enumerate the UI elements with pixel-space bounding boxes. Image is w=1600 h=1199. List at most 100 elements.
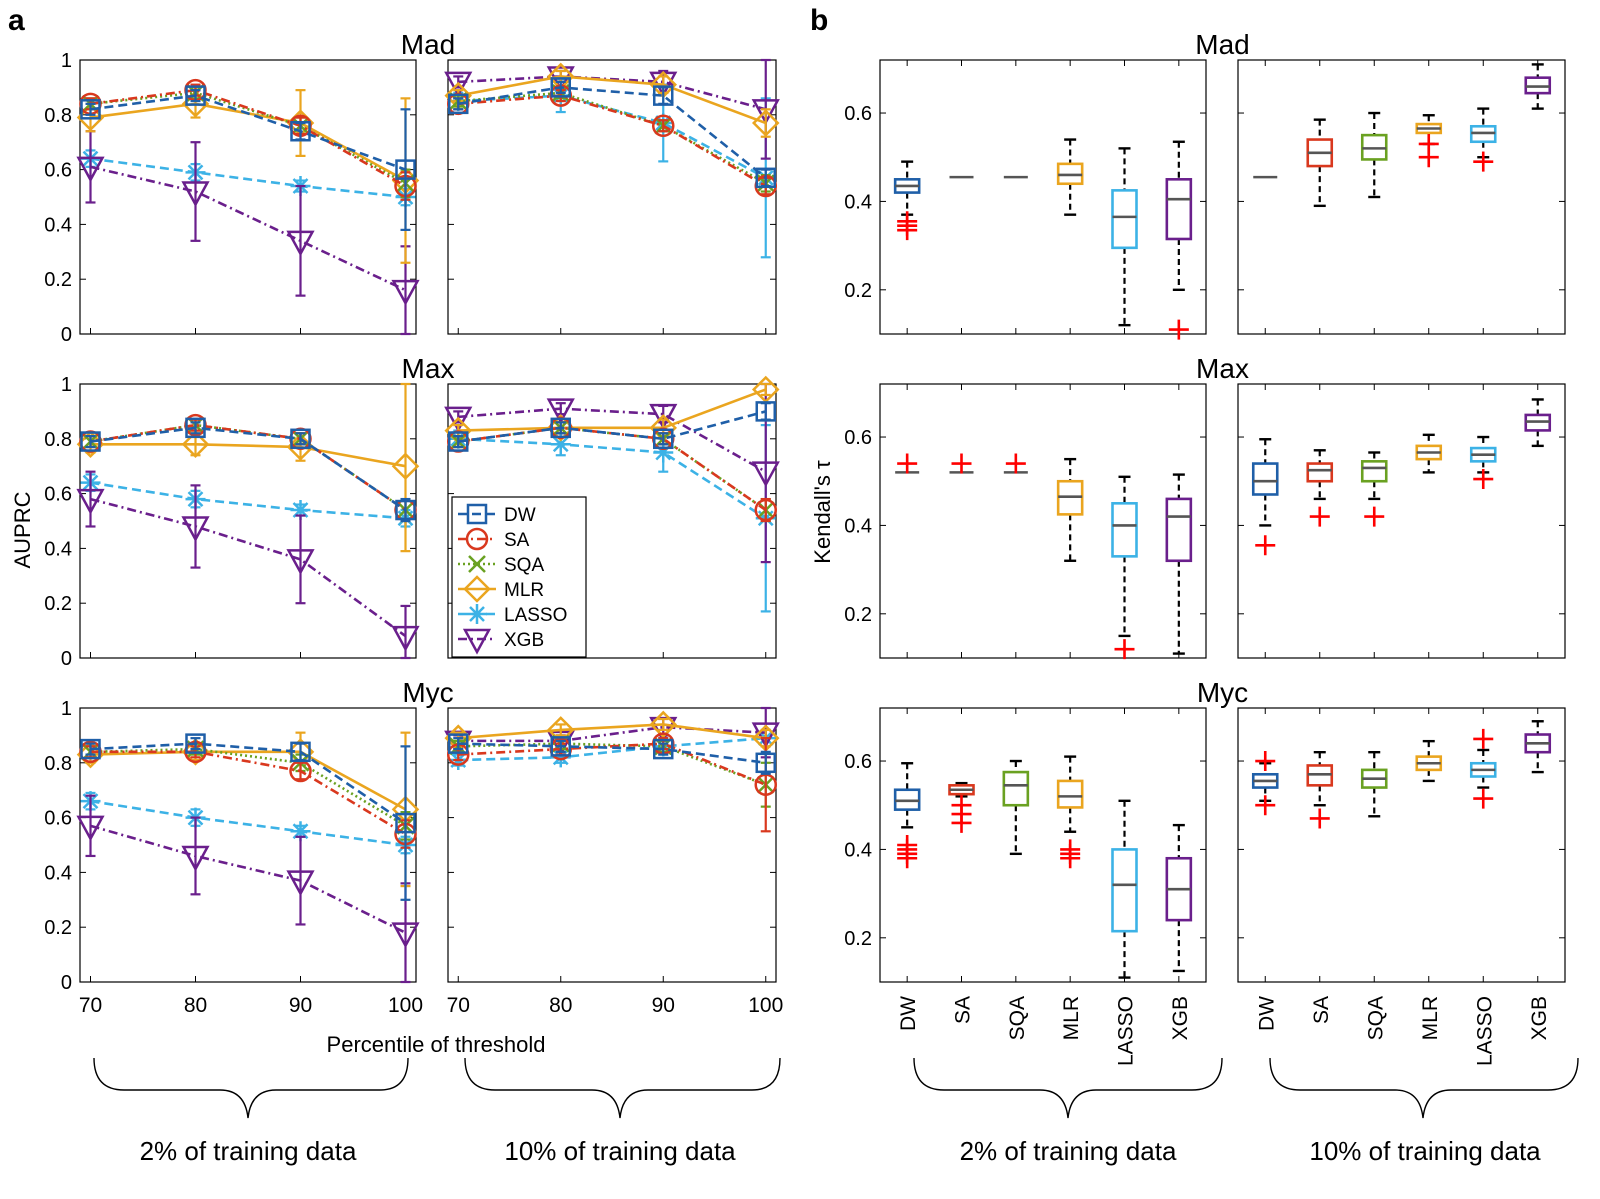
box-sqa	[1360, 111, 1388, 199]
x-tick-label: XGB	[1528, 996, 1551, 1040]
series-line	[90, 94, 406, 171]
axes-frame	[79, 707, 417, 983]
lasso-marker	[550, 747, 571, 768]
lasso-marker	[290, 500, 311, 521]
series-line	[90, 88, 407, 188]
xgb-marker	[751, 99, 780, 125]
y-tick-label: 0.2	[844, 928, 872, 950]
y-tick-label: 0.6	[844, 427, 872, 449]
box-dw	[893, 762, 921, 869]
outlier-marker	[1168, 319, 1189, 340]
series-xgb	[76, 470, 420, 660]
y-tick-label: 0	[61, 324, 72, 346]
xgb-marker	[181, 845, 210, 872]
series-line	[90, 824, 407, 934]
xgb-marker	[286, 230, 315, 257]
dw-marker	[448, 431, 469, 452]
y-tick-label: 0.8	[44, 105, 72, 127]
dw-marker	[395, 159, 416, 180]
dw-marker	[550, 77, 571, 98]
box-body	[1002, 770, 1030, 807]
series-line	[90, 442, 406, 468]
series-line	[458, 75, 767, 125]
y-tick-label: 0.8	[44, 753, 72, 775]
dw-marker	[80, 99, 101, 120]
xgb-marker	[181, 181, 210, 208]
series-line	[90, 742, 407, 825]
box-sqa	[1003, 453, 1028, 474]
series-line	[90, 157, 406, 199]
kendall-plot-title: Max	[1196, 353, 1249, 384]
box-body	[1251, 462, 1279, 496]
box-mlr	[1056, 457, 1084, 562]
box-body	[1111, 189, 1138, 250]
dw-marker	[80, 431, 101, 452]
dw-marker	[395, 812, 416, 834]
series-sa	[447, 732, 777, 833]
legend-label: SQA	[504, 555, 544, 576]
series-sa	[447, 84, 777, 198]
series-line	[458, 742, 767, 786]
series-xgb	[76, 130, 420, 336]
xgb-marker	[181, 516, 210, 543]
box-body	[1111, 848, 1138, 933]
xgb-marker	[286, 870, 315, 897]
x-tick-label: 90	[652, 994, 675, 1017]
series-line	[90, 750, 407, 836]
x-tick-label: XGB	[1169, 996, 1192, 1040]
outlier-marker	[951, 453, 972, 474]
x-tick-label: SQA	[1006, 996, 1029, 1040]
kendall-subplot: 0.2 0.4 0.6 DW SA SQA MLR LASSO XGB	[844, 707, 1207, 1066]
outlier-marker	[1309, 506, 1330, 527]
y-tick-label: 0.2	[44, 269, 72, 291]
plots-layer: Mad 0 0.2 0.4 0.6 0.8 1 Max 0 0.2 0.4 0.6 0.8 1 DW SA SQ…	[44, 29, 1566, 1066]
outlier-marker	[1255, 751, 1276, 772]
lasso-marker	[653, 442, 674, 463]
x-tick-label: DW	[897, 996, 920, 1031]
legend: DW SA SQA MLR LASSO XGB	[451, 496, 587, 658]
box-lasso	[1111, 147, 1138, 327]
mlr-marker	[463, 575, 491, 603]
series-sa	[79, 78, 417, 201]
legend-label: DW	[504, 505, 536, 526]
xgb-marker	[76, 815, 105, 842]
series-line	[90, 165, 407, 292]
x-tick-label: SA	[952, 996, 975, 1024]
y-tick-label: 0.4	[844, 839, 872, 861]
panel-a-letter: a	[8, 4, 25, 37]
outlier-marker	[1473, 469, 1494, 490]
auprc-plot-title: Mad	[401, 29, 455, 60]
x-tick-label: MLR	[1419, 996, 1442, 1040]
box-sa	[1306, 118, 1334, 208]
series-line	[90, 750, 407, 811]
box-lasso	[1469, 728, 1497, 809]
auprc-subplot: 0 0.2 0.4 0.6 0.8 1 70 80 90 100	[44, 698, 423, 1017]
brace-a-10pct	[464, 1057, 781, 1119]
axes-frame	[879, 383, 1207, 659]
y-tick-label: 0.6	[44, 160, 72, 182]
x-tick-label: 70	[79, 994, 102, 1017]
legend-label: XGB	[504, 630, 544, 651]
box-sqa	[1360, 451, 1388, 527]
axes-frame	[447, 707, 777, 983]
auprc-plot-title: Myc	[402, 677, 453, 708]
dw-marker	[653, 85, 674, 106]
series-line	[90, 497, 407, 638]
auprc-subplot: 0 0.2 0.4 0.6 0.8 1	[44, 374, 420, 670]
series-dw	[80, 733, 416, 901]
y-tick-label: 0.4	[844, 191, 872, 213]
x-tick-label: LASSO	[1473, 996, 1496, 1066]
series-line	[458, 94, 767, 179]
y-tick-label: 0.4	[44, 538, 72, 560]
axes-frame	[1237, 383, 1566, 659]
auprc-subplot	[444, 58, 780, 335]
series-line	[458, 437, 767, 520]
series-line	[458, 94, 767, 188]
axes-frame	[879, 59, 1207, 335]
series-line	[458, 742, 766, 765]
box-lasso	[1111, 475, 1138, 660]
axes-frame	[79, 383, 417, 659]
xgb-marker	[76, 156, 105, 183]
sa-marker	[754, 498, 777, 522]
